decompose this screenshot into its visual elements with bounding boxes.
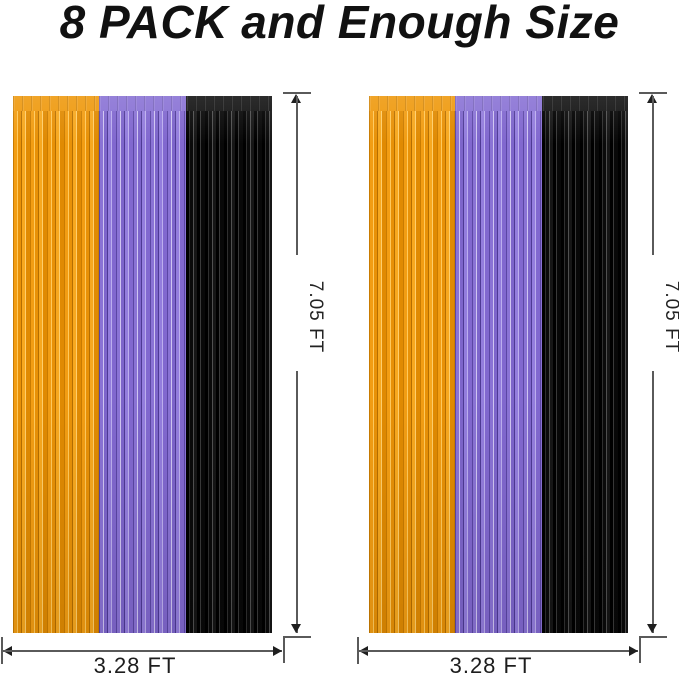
- black-fringe-section: [186, 96, 272, 633]
- height-label: 7.05 FT: [661, 280, 679, 354]
- arrow-right-icon: [629, 646, 638, 656]
- purple-fringe-section: [455, 96, 542, 633]
- fringe-curtain: [13, 96, 272, 633]
- curtain-header-band: [99, 96, 186, 111]
- curtain-header-band: [542, 96, 628, 111]
- curtain-header-band: [13, 96, 99, 111]
- height-dimension-line-lower: [296, 371, 298, 633]
- curtain-header-band: [369, 96, 455, 111]
- orange-fringe-section: [13, 96, 99, 633]
- curtain-header-band: [455, 96, 542, 111]
- arrow-down-icon: [291, 624, 301, 633]
- dimension-bracket-horizontal: [639, 636, 667, 638]
- height-dimension-line-upper: [652, 96, 654, 255]
- curtain-header-band: [186, 96, 272, 111]
- width-label: 3.28 FT: [449, 653, 533, 676]
- dimension-bracket-horizontal: [283, 636, 311, 638]
- black-fringe-section: [542, 96, 628, 633]
- purple-fringe-section: [99, 96, 186, 633]
- arrow-right-icon: [273, 646, 282, 656]
- height-dimension-line-lower: [652, 371, 654, 633]
- arrow-down-icon: [647, 624, 657, 633]
- orange-fringe-section: [369, 96, 455, 633]
- width-dimension-line: [359, 650, 638, 652]
- height-dimension-line-upper: [296, 96, 298, 255]
- width-extension-line: [1, 637, 3, 664]
- page-title: 8 PACK and Enough Size: [59, 0, 620, 48]
- height-label: 7.05 FT: [305, 280, 326, 354]
- fringe-curtain: [369, 96, 628, 633]
- dimension-bracket-vertical: [639, 636, 641, 663]
- dimension-bracket-vertical: [283, 636, 285, 663]
- height-dimension-cap: [283, 92, 311, 94]
- curtain-panel-right: 7.05 FT 3.28 FT: [356, 85, 679, 676]
- curtain-panel-left: 7.05 FT 3.28 FT: [0, 85, 340, 676]
- height-dimension-cap: [639, 92, 667, 94]
- width-label: 3.28 FT: [93, 653, 177, 676]
- width-dimension-line: [3, 650, 282, 652]
- width-extension-line: [357, 637, 359, 664]
